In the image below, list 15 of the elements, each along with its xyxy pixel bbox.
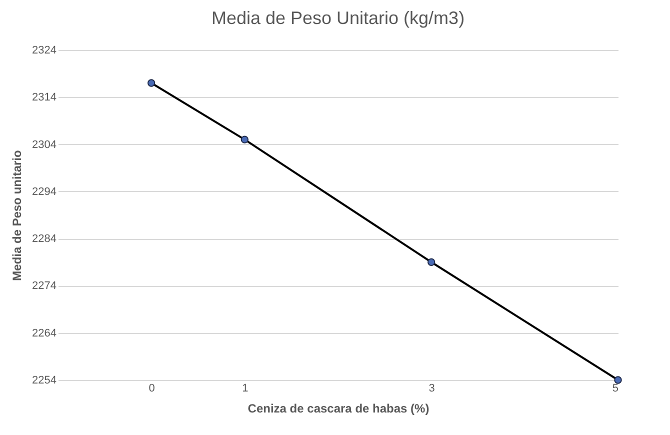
x-tick-label: 1 bbox=[242, 382, 248, 394]
x-axis-title: Ceniza de cascara de habas (%) bbox=[248, 402, 430, 416]
y-axis-title: Media de Peso unitario bbox=[10, 150, 24, 281]
y-tick-label: 2304 bbox=[32, 138, 56, 151]
x-tick-label: 3 bbox=[428, 382, 435, 394]
y-tick-label: 2264 bbox=[32, 327, 56, 340]
y-tick-label: 2284 bbox=[32, 233, 56, 246]
chart-title: Media de Peso Unitario (kg/m3) bbox=[211, 8, 465, 28]
x-tick-label: 0 bbox=[148, 382, 155, 394]
y-tick-label: 2254 bbox=[32, 374, 56, 386]
y-tick-label: 2314 bbox=[32, 92, 56, 104]
y-tick-label: 2274 bbox=[32, 280, 56, 292]
x-tick-label: 5 bbox=[612, 382, 618, 394]
y-tick-label: 2324 bbox=[32, 44, 56, 56]
y-tick-label: 2294 bbox=[32, 186, 56, 198]
